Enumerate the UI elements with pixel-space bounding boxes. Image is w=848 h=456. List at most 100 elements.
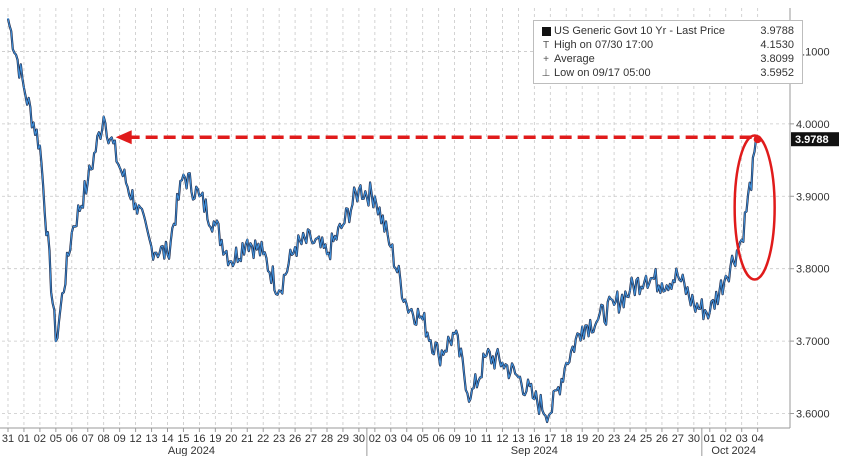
month-label: Oct 2024 [711,445,756,456]
x-tick-label: 01 [18,433,30,445]
data-point [294,246,296,248]
x-tick-label: 26 [656,433,668,445]
data-point [342,224,344,227]
x-tick-label: 30 [688,433,700,445]
x-tick-label: 12 [496,433,508,445]
month-label: Sep 2024 [511,445,558,456]
data-point [278,289,280,292]
x-tick-label: 09 [448,433,460,445]
data-point [118,166,121,169]
x-tick-label: 29 [337,433,349,445]
data-point [71,231,73,234]
data-point [166,253,169,256]
y-tick-label: 3.6000 [796,409,830,421]
x-tick-label: 05 [50,433,62,445]
x-tick-label: 02 [720,433,732,445]
legend-low-label: Low on 09/17 05:00 [554,67,651,79]
x-tick-label: 25 [640,433,652,445]
x-tick-label: 01 [704,433,716,445]
data-point [262,253,265,256]
data-point [358,188,360,190]
data-point [629,289,631,292]
x-tick-label: 28 [321,433,333,445]
y-tick-label: 3.8000 [796,264,830,276]
data-point [501,362,504,364]
legend-high-value: 4.1530 [760,39,794,51]
x-tick-label: 16 [193,433,205,445]
legend-series-name: US Generic Govt 10 Yr - Last Price [554,25,725,37]
x-tick-label: 31 [2,433,14,445]
data-point [230,260,233,263]
last-price-tag [791,132,839,147]
series-line [7,18,758,423]
x-tick-label: 27 [305,433,317,445]
series-swatch [540,25,552,38]
low-marker-icon: ⊥ [541,68,551,79]
data-point [437,354,440,357]
month-label: Aug 2024 [168,445,215,456]
legend-entry-series: US Generic Govt 10 Yr - Last Price 3.978… [540,25,794,38]
y-tick-label: 4.1000 [796,46,830,58]
data-point [549,412,552,415]
y-axis: 4.1000 4.0000 3.9000 3.8000 3.7000 3.6000 [790,46,830,421]
data-point [709,311,711,313]
data-point [485,354,488,357]
x-tick-label: 03 [385,433,397,445]
annotation-layer [115,130,776,281]
legend-high-label: High on 07/30 17:00 [554,39,654,51]
x-tick-label: 10 [464,433,476,445]
series-layer [6,18,759,424]
x-tick-label: 03 [736,433,748,445]
legend-series-value: 3.9788 [760,25,794,37]
data-point [405,304,408,306]
data-point [7,18,9,20]
chart-legend: US Generic Govt 10 Yr - Last Price 3.978… [533,20,803,84]
x-tick-label: 30 [353,433,365,445]
data-point [390,246,392,248]
x-axis: 31 01 02 05 06 07 08 09 12 13 14 15 16 19 20 21 22 23 26 27… [2,428,764,456]
x-tick-label: 17 [544,433,556,445]
data-point [86,180,89,183]
data-point [214,224,217,227]
data-point [182,173,185,176]
data-point [150,246,153,248]
y-tick-label: 3.9000 [796,191,830,203]
data-point [134,202,137,205]
data-point [453,333,456,335]
chart-grid [0,8,791,429]
data-point [55,340,57,342]
average-marker-icon: + [543,54,549,65]
x-tick-label: 13 [512,433,524,445]
x-tick-label: 16 [528,433,540,445]
data-point [597,318,599,321]
data-point [565,362,568,364]
x-tick-label: 23 [608,433,620,445]
x-tick-label: 19 [209,433,221,445]
last-price-label: 3.9788 [795,134,829,146]
x-tick-label: 04 [401,433,413,445]
last-price-marker: 3.9788 [791,132,839,147]
data-point [246,238,249,241]
x-tick-label: 18 [560,433,572,445]
legend-average-value: 3.8099 [760,53,794,65]
x-tick-label: 27 [672,433,684,445]
x-tick-label: 12 [129,433,141,445]
highlight-ellipse [733,134,776,281]
x-tick-label: 02 [34,433,46,445]
x-tick-label: 15 [177,433,189,445]
data-point [469,398,472,400]
x-tick-label: 19 [576,433,588,445]
data-point [677,275,679,277]
legend-entry-low: ⊥ Low on 09/17 05:00 3.5952 [540,67,794,80]
data-point [661,282,663,284]
legend-entry-average: + Average 3.8099 [540,53,794,66]
x-tick-label: 14 [161,433,173,445]
data-point [613,304,615,306]
data-point [310,238,312,241]
y-tick-label: 4.0000 [796,119,830,131]
data-point [740,238,743,241]
x-tick-label: 21 [241,433,253,445]
x-tick-label: 26 [289,433,301,445]
data-point [421,318,424,321]
